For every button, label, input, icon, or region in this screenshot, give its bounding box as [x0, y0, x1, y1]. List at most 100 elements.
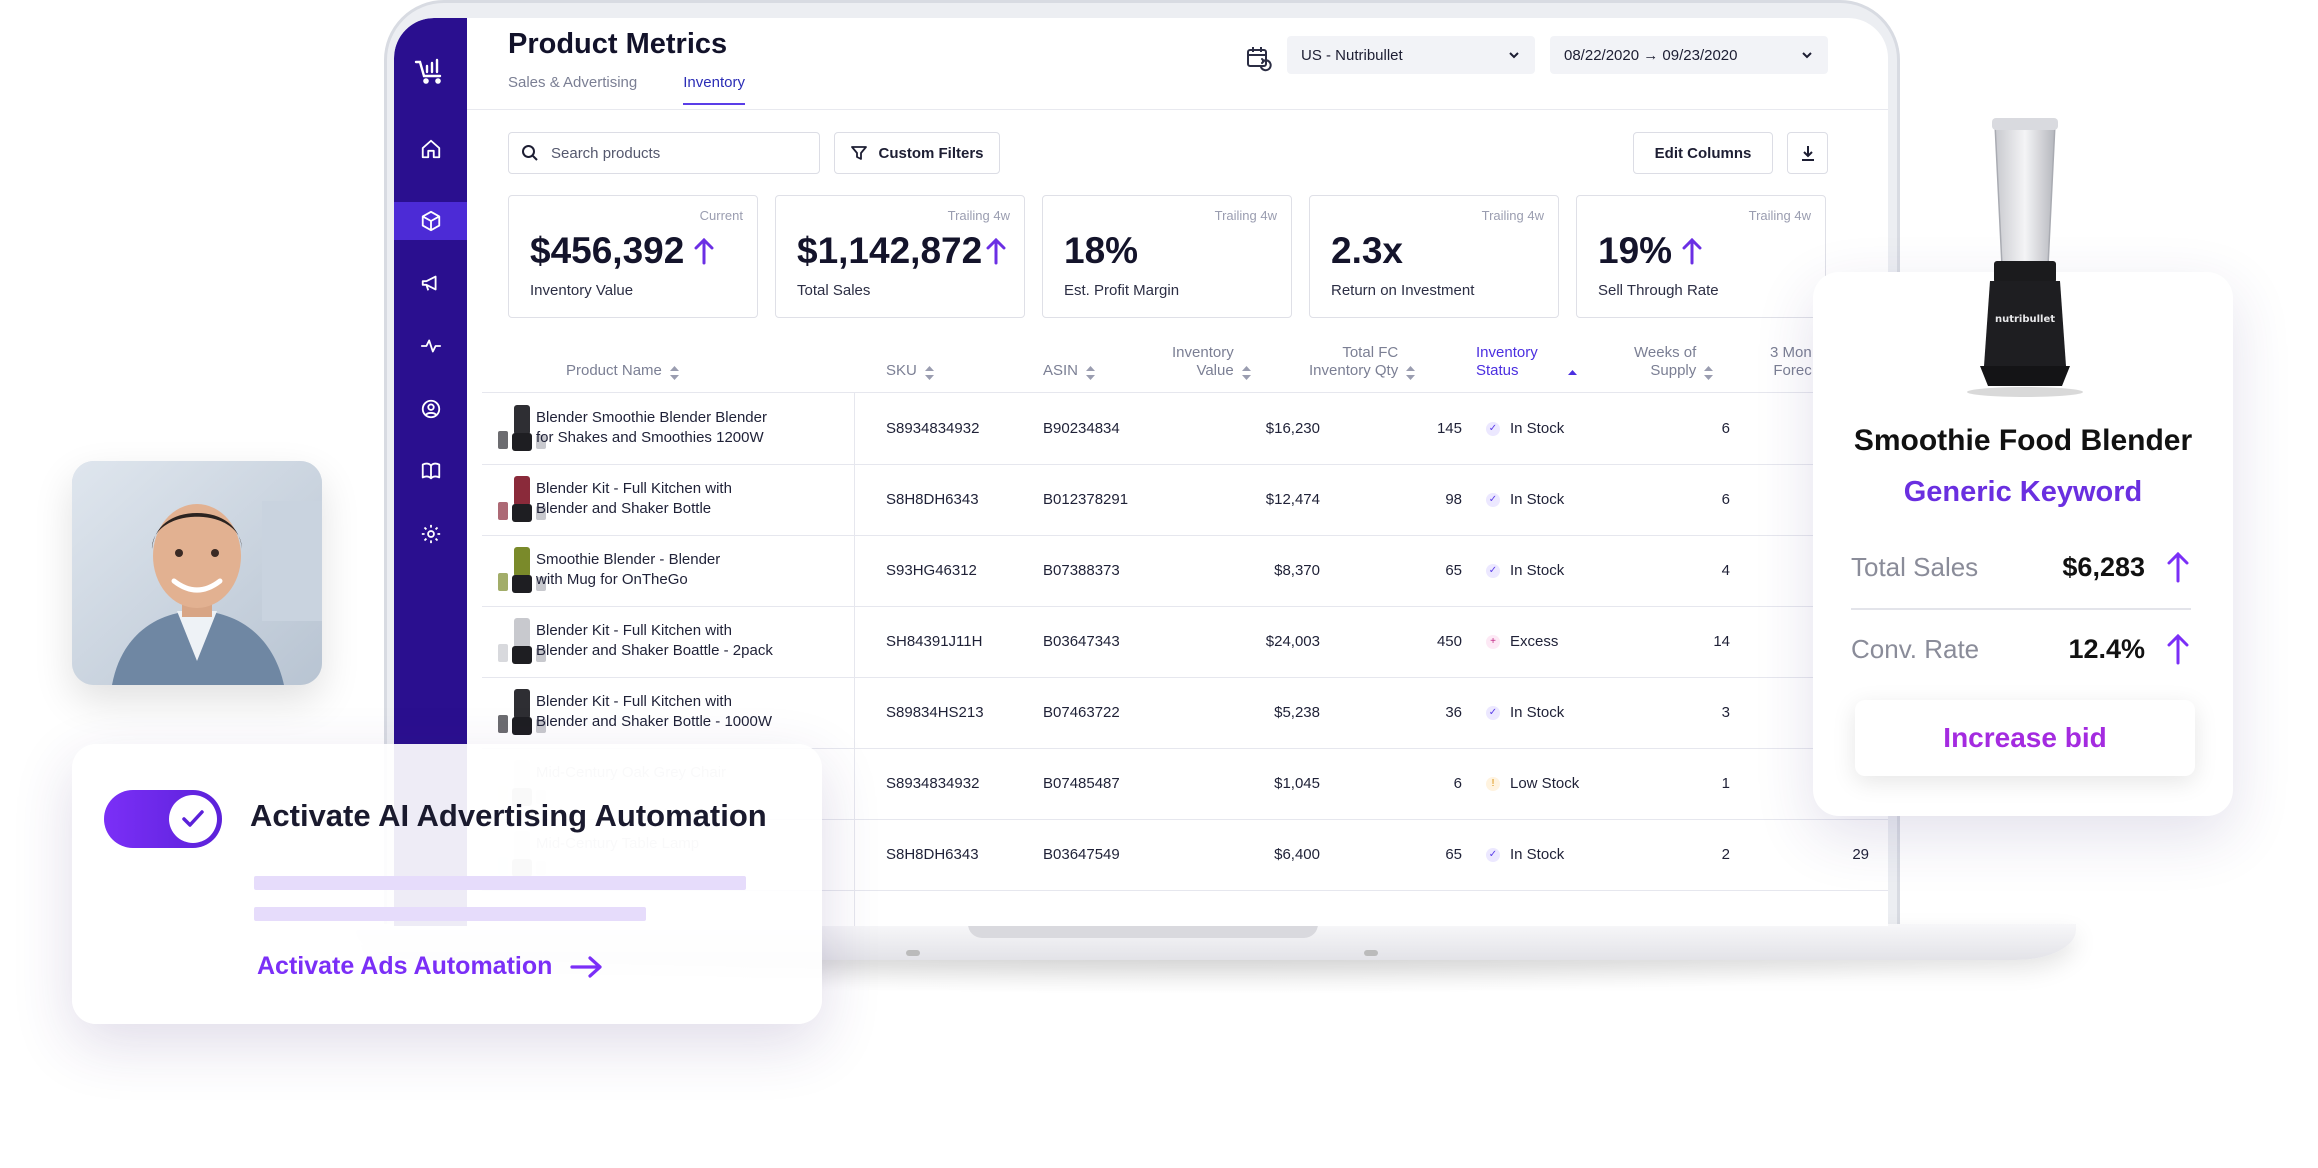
asin-cell: B07485487: [1043, 775, 1120, 792]
column-label: 3 Mon Forec: [1770, 344, 1812, 380]
laptop-notch: [968, 924, 1318, 938]
sort-icon: [1241, 366, 1251, 380]
sort-icon: [924, 366, 934, 380]
column-header-sku[interactable]: SKU: [886, 362, 934, 380]
nav-advertising[interactable]: [394, 264, 467, 302]
sku-cell: S8934834932: [886, 420, 980, 437]
kpi-card-roi: Trailing 4w 2.3x Return on Investment: [1309, 195, 1559, 318]
nav-account[interactable]: [394, 390, 467, 428]
arrow-up-icon: [2167, 633, 2189, 665]
product-thumbnail: [498, 618, 546, 664]
column-label: Inventory Value: [1172, 344, 1234, 380]
arrow-up-icon: [694, 237, 714, 265]
status-icon: ✓: [1486, 422, 1500, 436]
kpi-label: Inventory Value: [530, 282, 634, 299]
kpi-value-text: $456,392: [530, 230, 685, 271]
nav-inventory[interactable]: [394, 202, 467, 240]
placeholder-line: [254, 876, 746, 890]
weeks-supply-cell: 14: [1713, 633, 1730, 650]
status-label: In Stock: [1510, 562, 1565, 579]
kpi-value-text: 18%: [1064, 230, 1139, 271]
sku-cell: S8H8DH6343: [886, 491, 979, 508]
inventory-value-cell: $5,238: [1274, 704, 1320, 721]
nav-analytics[interactable]: [394, 327, 467, 365]
column-label-line: Weeks of: [1634, 344, 1697, 361]
metric-value: $6,283: [2062, 551, 2145, 582]
blender-product-image: nutribullet: [1967, 118, 2083, 397]
table-row[interactable]: Blender Smoothie Blender Blender for Sha…: [482, 393, 1888, 464]
column-header-fc-qty[interactable]: Total FC Inventory Qty: [1309, 344, 1416, 380]
column-header-forecast[interactable]: 3 Mon Forec: [1770, 344, 1812, 380]
status-label: In Stock: [1510, 704, 1565, 721]
inventory-status-cell: + Excess: [1486, 632, 1558, 652]
custom-filters-label: Custom Filters: [878, 144, 984, 162]
fc-qty-cell: 65: [1445, 846, 1462, 863]
box-icon: [421, 210, 440, 232]
chevron-down-icon: [1802, 52, 1812, 59]
kpi-tag: Trailing 4w: [1748, 208, 1811, 223]
column-label: Weeks of Supply: [1634, 344, 1696, 380]
custom-filters-button[interactable]: Custom Filters: [834, 132, 1000, 174]
status-label: In Stock: [1510, 491, 1565, 508]
ai-automation-card: Activate AI Advertising Automation Activ…: [72, 744, 822, 1024]
sort-icon: [1406, 366, 1416, 380]
edit-columns-button[interactable]: Edit Columns: [1633, 132, 1773, 174]
table-row[interactable]: Blender Kit - Full Kitchen with Blender …: [482, 464, 1888, 535]
table-row[interactable]: Blender Kit - Full Kitchen with Blender …: [482, 677, 1888, 748]
product-name-line: with Mug for OnTheGo: [536, 571, 688, 588]
metric-value: 12.4%: [2068, 633, 2145, 664]
column-label-line: Inventory: [1172, 344, 1234, 361]
column-label-line: Inventory Qty: [1309, 362, 1399, 379]
column-header-inventory-status[interactable]: Inventory Status: [1476, 344, 1577, 380]
inventory-value-cell: $1,045: [1274, 775, 1320, 792]
inventory-value-cell: $24,003: [1265, 633, 1320, 650]
tab-inventory[interactable]: Inventory: [683, 74, 745, 105]
metric-conv-rate: Conv. Rate 12.4%: [1851, 624, 2191, 674]
logo-cart-chart-icon[interactable]: [410, 50, 450, 90]
column-header-asin[interactable]: ASIN: [1043, 362, 1096, 380]
product-name-line: Blender Kit - Full Kitchen with: [536, 480, 732, 497]
account-select-value: US - Nutribullet: [1301, 46, 1403, 64]
column-header-weeks-supply[interactable]: Weeks of Supply: [1634, 344, 1714, 380]
product-name-line: Blender and Shaker Bottle - 1000W: [536, 713, 772, 730]
status-icon: ✓: [1486, 848, 1500, 862]
column-header-product-name[interactable]: Product Name: [566, 362, 679, 380]
activate-ads-automation-link[interactable]: Activate Ads Automation: [257, 952, 604, 981]
account-select[interactable]: US - Nutribullet: [1287, 36, 1535, 74]
column-label-line: 3 Mon: [1770, 344, 1812, 361]
product-name[interactable]: Smoothie Blender - Blender with Mug for …: [536, 550, 866, 590]
product-name[interactable]: Blender Kit - Full Kitchen with Blender …: [536, 692, 866, 732]
product-name[interactable]: Blender Kit - Full Kitchen with Blender …: [536, 621, 866, 661]
row-divider: [482, 464, 1888, 465]
download-button[interactable]: [1787, 132, 1828, 174]
tab-sales-advertising[interactable]: Sales & Advertising: [508, 74, 638, 91]
table-row[interactable]: Blender Kit - Full Kitchen with Blender …: [482, 606, 1888, 677]
kpi-tag: Trailing 4w: [1481, 208, 1544, 223]
column-header-inventory-value[interactable]: Inventory Value: [1172, 344, 1251, 380]
column-label: Inventory Status: [1476, 344, 1538, 380]
nav-settings[interactable]: [394, 515, 467, 553]
page-title: Product Metrics: [508, 28, 728, 60]
fc-qty-cell: 450: [1436, 633, 1462, 650]
home-icon: [421, 139, 440, 159]
kpi-value: $1,142,872: [797, 230, 1008, 272]
search-icon: [522, 145, 538, 161]
table-header-divider: [482, 392, 1888, 393]
product-name[interactable]: Blender Kit - Full Kitchen with Blender …: [536, 479, 866, 519]
product-name[interactable]: Blender Smoothie Blender Blender for Sha…: [536, 408, 866, 448]
increase-bid-button[interactable]: Increase bid: [1855, 700, 2195, 776]
search-input[interactable]: Search products: [508, 132, 820, 174]
date-range-select[interactable]: 08/22/2020 → 09/23/2020: [1550, 36, 1828, 74]
kpi-label: Total Sales: [797, 282, 871, 299]
fc-qty-cell: 6: [1453, 775, 1462, 792]
nav-home[interactable]: [394, 130, 467, 168]
weeks-supply-cell: 2: [1721, 846, 1730, 863]
automation-toggle[interactable]: [104, 790, 222, 848]
nav-docs[interactable]: [394, 452, 467, 490]
table-row[interactable]: Smoothie Blender - Blender with Mug for …: [482, 535, 1888, 606]
calendar-refresh-icon[interactable]: [1244, 44, 1274, 74]
sort-icon: [669, 366, 679, 380]
product-keyword-card: Smoothie Food Blender Generic Keyword To…: [1813, 272, 2233, 816]
inventory-status-cell: ✓ In Stock: [1486, 845, 1564, 865]
metric-label: Conv. Rate: [1851, 633, 1980, 664]
